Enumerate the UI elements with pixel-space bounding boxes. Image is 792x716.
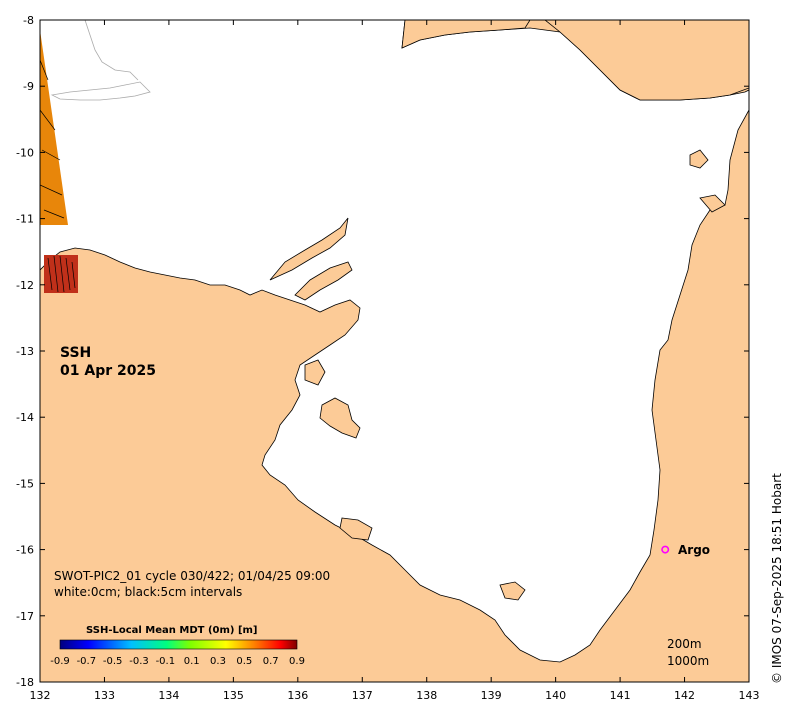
ssh-patch [44, 255, 78, 293]
x-tick-label: 132 [30, 689, 51, 702]
contour-info: white:0cm; black:5cm intervals [54, 585, 242, 599]
island [304, 359, 326, 386]
y-tick-label: -9 [23, 80, 34, 93]
x-tick-label: 139 [481, 689, 502, 702]
x-tick-label: 133 [94, 689, 115, 702]
island [294, 261, 353, 301]
x-tick-label: 137 [352, 689, 373, 702]
sea-area [40, 20, 749, 663]
colorbar-tick-label: 0.7 [263, 656, 279, 667]
y-tick-label: -10 [16, 146, 34, 159]
new-guinea-coast [401, 20, 531, 49]
island [699, 194, 726, 213]
x-axis: 132 133 134 135 136 137 138 139 140 141 142 143 [30, 20, 760, 702]
colorbar-tick-label: 0.3 [210, 656, 226, 667]
colorbar-tick-label: -0.9 [50, 656, 70, 667]
patch-contour [47, 255, 76, 293]
colorbar-tick-label: -0.5 [103, 656, 123, 667]
y-axis: -8 -9 -10 -11 -12 -13 -14 -15 -16 -17 -18 [16, 14, 749, 689]
y-tick-label: -15 [16, 477, 34, 490]
y-tick-label: -12 [16, 279, 34, 292]
x-tick-label: 138 [416, 689, 437, 702]
colorbar-tick-label: -0.3 [129, 656, 149, 667]
island [319, 397, 361, 439]
x-tick-label: 136 [287, 689, 308, 702]
y-tick-label: -8 [23, 14, 34, 27]
depth-200m: 200m [667, 637, 702, 651]
x-tick-label: 135 [223, 689, 244, 702]
new-guinea-coast [544, 20, 749, 101]
colorbar-tick-label: 0.5 [236, 656, 252, 667]
pass-info: SWOT-PIC2_01 cycle 030/422; 01/04/25 09:… [54, 569, 330, 583]
map-date: 01 Apr 2025 [60, 363, 156, 379]
swath-contour [40, 59, 65, 219]
y-tick-label: -13 [16, 345, 34, 358]
colorbar-ticks: -0.9 -0.7 -0.5 -0.3 -0.1 0.1 0.3 0.5 0.7 0.9 [50, 656, 305, 667]
colorbar [59, 639, 298, 650]
argo-label: Argo [678, 543, 710, 557]
island [499, 581, 526, 601]
x-tick-label: 141 [610, 689, 631, 702]
y-tick-label: -16 [16, 544, 34, 557]
swot-swath [40, 30, 68, 225]
y-tick-label: -18 [16, 676, 34, 689]
x-tick-label: 143 [739, 689, 760, 702]
y-tick-label: -14 [16, 411, 34, 424]
credit-text: © IMOS 07-Sep-2025 18:51 Hobart [770, 473, 784, 684]
colorbar-tick-label: -0.7 [77, 656, 97, 667]
x-tick-label: 142 [674, 689, 695, 702]
depth-1000m: 1000m [667, 654, 709, 668]
island [689, 149, 709, 169]
map-title: SSH [60, 345, 91, 361]
y-tick-label: -11 [16, 213, 34, 226]
colorbar-tick-label: 0.9 [289, 656, 305, 667]
argo-marker [661, 545, 670, 554]
colorbar-tick-label: -0.1 [156, 656, 176, 667]
y-tick-label: -17 [16, 610, 34, 623]
island [339, 517, 373, 541]
colorbar-tick-label: 0.1 [184, 656, 200, 667]
timor-outline [50, 20, 151, 101]
colorbar-title: SSH-Local Mean MDT (0m) [m] [86, 625, 258, 636]
x-tick-label: 140 [545, 689, 566, 702]
x-tick-label: 134 [158, 689, 179, 702]
island [269, 217, 349, 281]
